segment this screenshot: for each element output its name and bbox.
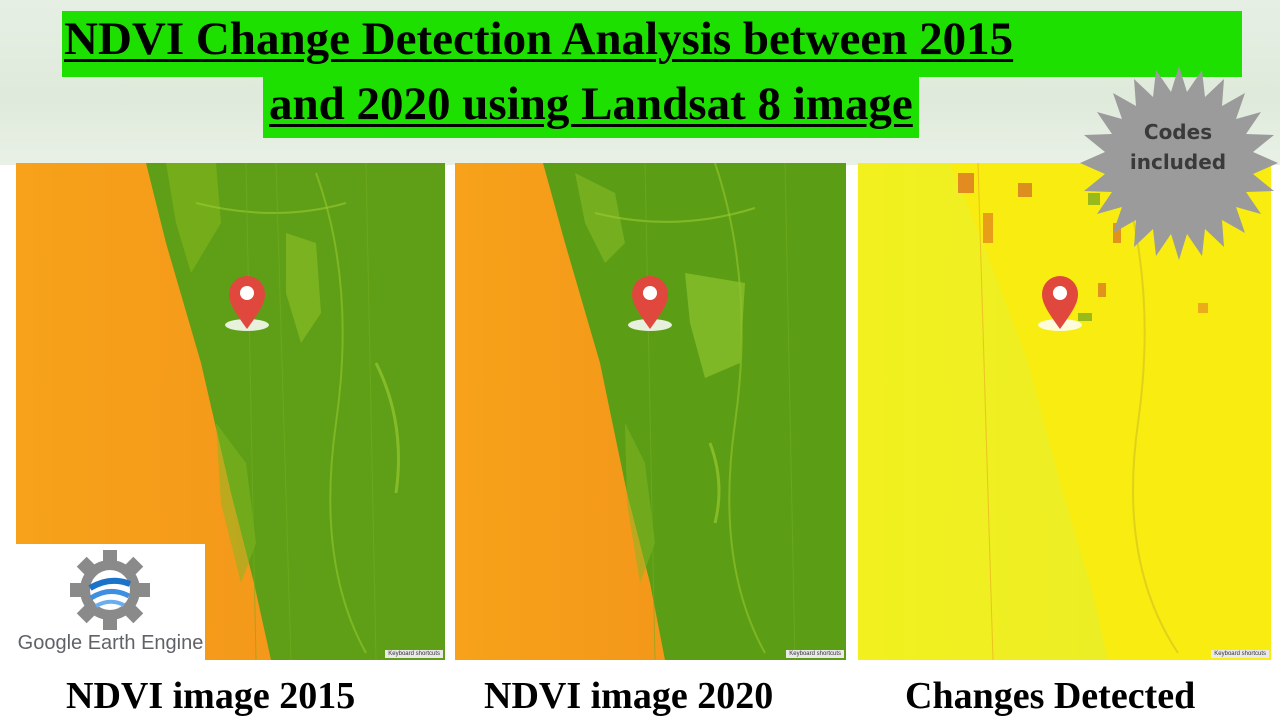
keyboard-shortcuts-link[interactable]: Keyboard shortcuts [786, 650, 844, 658]
earth-engine-gear-icon [70, 550, 150, 630]
title-line-2: and 2020 using Landsat 8 image [263, 76, 919, 138]
location-marker-icon [628, 276, 672, 331]
caption-changes-detected: Changes Detected [905, 675, 1196, 717]
caption-ndvi-2020: NDVI image 2020 [484, 675, 774, 717]
caption-ndvi-2015: NDVI image 2015 [66, 675, 356, 717]
location-marker-icon [1038, 276, 1082, 331]
ndvi-2015-map[interactable]: Keyboard shortcuts [16, 163, 445, 660]
codes-included-badge: Codes included [1108, 117, 1248, 177]
badge-line-1: Codes [1143, 120, 1213, 144]
google-earth-engine-wordmark: Google Earth Engine [17, 632, 204, 654]
keyboard-shortcuts-link[interactable]: Keyboard shortcuts [1211, 650, 1269, 658]
ndvi-2020-map[interactable]: Keyboard shortcuts [455, 163, 846, 660]
badge-line-2: included [1129, 150, 1227, 174]
codes-included-starburst-icon [1080, 66, 1278, 260]
location-marker-icon [225, 276, 269, 331]
google-earth-engine-logo: Google Earth Engine [16, 544, 205, 660]
title-line-1: NDVI Change Detection Analysis between 2… [62, 11, 1242, 77]
keyboard-shortcuts-link[interactable]: Keyboard shortcuts [385, 650, 443, 658]
